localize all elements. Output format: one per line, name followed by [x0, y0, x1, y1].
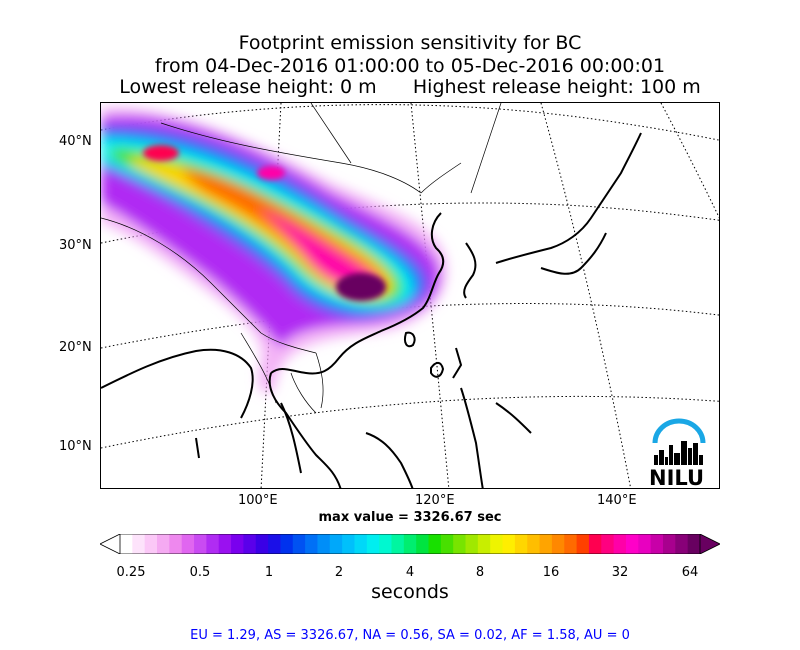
- colorbar-cell: [292, 534, 306, 554]
- colorbar-cell: [576, 534, 590, 554]
- colorbar-cell: [157, 534, 170, 554]
- colorbar-cell: [687, 534, 701, 554]
- colorbar-cell: [675, 534, 689, 554]
- plot-title-line-3: Lowest release height: 0 m Highest relea…: [119, 76, 701, 98]
- colorbar-cell: [662, 534, 676, 554]
- colorbar-cell: [366, 534, 380, 554]
- colorbar-cell: [181, 534, 195, 554]
- colorbar-cell: [144, 534, 158, 554]
- colorbar-cell: [379, 534, 393, 554]
- lat-label-20n: 20°N: [59, 340, 92, 355]
- colorbar-cell: [132, 534, 146, 554]
- map-panel: NILU: [100, 102, 720, 489]
- colorbar-cell: [231, 534, 244, 554]
- colorbar-cell: [514, 534, 528, 554]
- colorbar-cell: [317, 534, 331, 554]
- emission-sensitivity-plume: [101, 107, 447, 394]
- colorbar-cell: [453, 534, 467, 554]
- colorbar-tick-8: 8: [475, 565, 485, 580]
- colorbar-cell: [502, 534, 516, 554]
- region-statistics: EU = 1.29, AS = 3326.67, NA = 0.56, SA =…: [190, 628, 630, 643]
- colorbar-cell: [477, 534, 491, 554]
- nilu-logo-skyline: [654, 441, 703, 465]
- colorbar-cell: [638, 534, 652, 554]
- colorbar-tick-32: 32: [611, 565, 629, 580]
- colorbar-cell: [551, 534, 565, 554]
- colorbar-cell: [268, 534, 282, 554]
- colorbar-tick-64: 64: [681, 565, 699, 580]
- colorbar-cell: [120, 534, 133, 554]
- colorbar-cell: [527, 534, 541, 554]
- lat-label-10n: 10°N: [59, 439, 92, 454]
- colorbar-tick-2: 2: [334, 565, 344, 580]
- colorbar-cell: [440, 534, 454, 554]
- colorbar-cell: [539, 534, 553, 554]
- plot-title-line-1: Footprint emission sensitivity for BC: [238, 32, 582, 54]
- colorbar-cell: [588, 534, 602, 554]
- country-borders: [101, 103, 502, 414]
- colorbar-cell: [490, 534, 504, 554]
- colorbar-cell: [169, 534, 183, 554]
- colorbar-cell: [194, 534, 207, 554]
- colorbar-cell: [391, 534, 405, 554]
- colorbar-cell: [342, 534, 356, 554]
- max-value-label: max value = 3326.67 sec: [318, 510, 502, 525]
- colorbar-cell: [305, 534, 319, 554]
- colorbar-cell: [613, 534, 627, 554]
- colorbar-tick-4: 4: [405, 565, 415, 580]
- colorbar-cell: [428, 534, 442, 554]
- colorbar-cell: [403, 534, 417, 554]
- colorbar-tick-1: 1: [264, 565, 274, 580]
- colorbar-cell: [650, 534, 664, 554]
- colorbar-cell: [354, 534, 368, 554]
- colorbar: [100, 534, 720, 554]
- colorbar-cells: [100, 534, 720, 554]
- colorbar-cell: [625, 534, 639, 554]
- colorbar-max-extension: [699, 534, 720, 554]
- lon-label-100e: 100°E: [238, 493, 278, 508]
- latitude-lines: [101, 104, 719, 449]
- colorbar-cell: [243, 534, 257, 554]
- colorbar-cell: [206, 534, 220, 554]
- coastlines: [101, 132, 642, 488]
- colorbar-cell: [601, 534, 615, 554]
- colorbar-cell: [280, 534, 294, 554]
- colorbar-units-label: seconds: [371, 581, 449, 603]
- nilu-logo-text: NILU: [649, 466, 704, 489]
- plot-title-line-2: from 04-Dec-2016 01:00:00 to 05-Dec-2016…: [154, 55, 666, 77]
- lon-label-140e: 140°E: [597, 493, 637, 508]
- colorbar-min-extension: [100, 534, 121, 554]
- nilu-logo: NILU: [649, 418, 706, 489]
- lat-label-30n: 30°N: [59, 238, 92, 253]
- colorbar-tick-16: 16: [542, 565, 560, 580]
- colorbar-cell: [218, 534, 232, 554]
- colorbar-cell: [416, 534, 430, 554]
- footprint-map: NILU: [101, 103, 719, 489]
- colorbar-tick-0.25: 0.25: [116, 565, 146, 580]
- colorbar-cell: [564, 534, 578, 554]
- colorbar-cell: [255, 534, 269, 554]
- lat-label-40n: 40°N: [59, 134, 92, 149]
- colorbar-tick-0.5: 0.5: [189, 565, 211, 580]
- colorbar-cell: [329, 534, 343, 554]
- nilu-logo-arc: [652, 418, 706, 444]
- colorbar-cell: [465, 534, 479, 554]
- lon-label-120e: 120°E: [415, 493, 455, 508]
